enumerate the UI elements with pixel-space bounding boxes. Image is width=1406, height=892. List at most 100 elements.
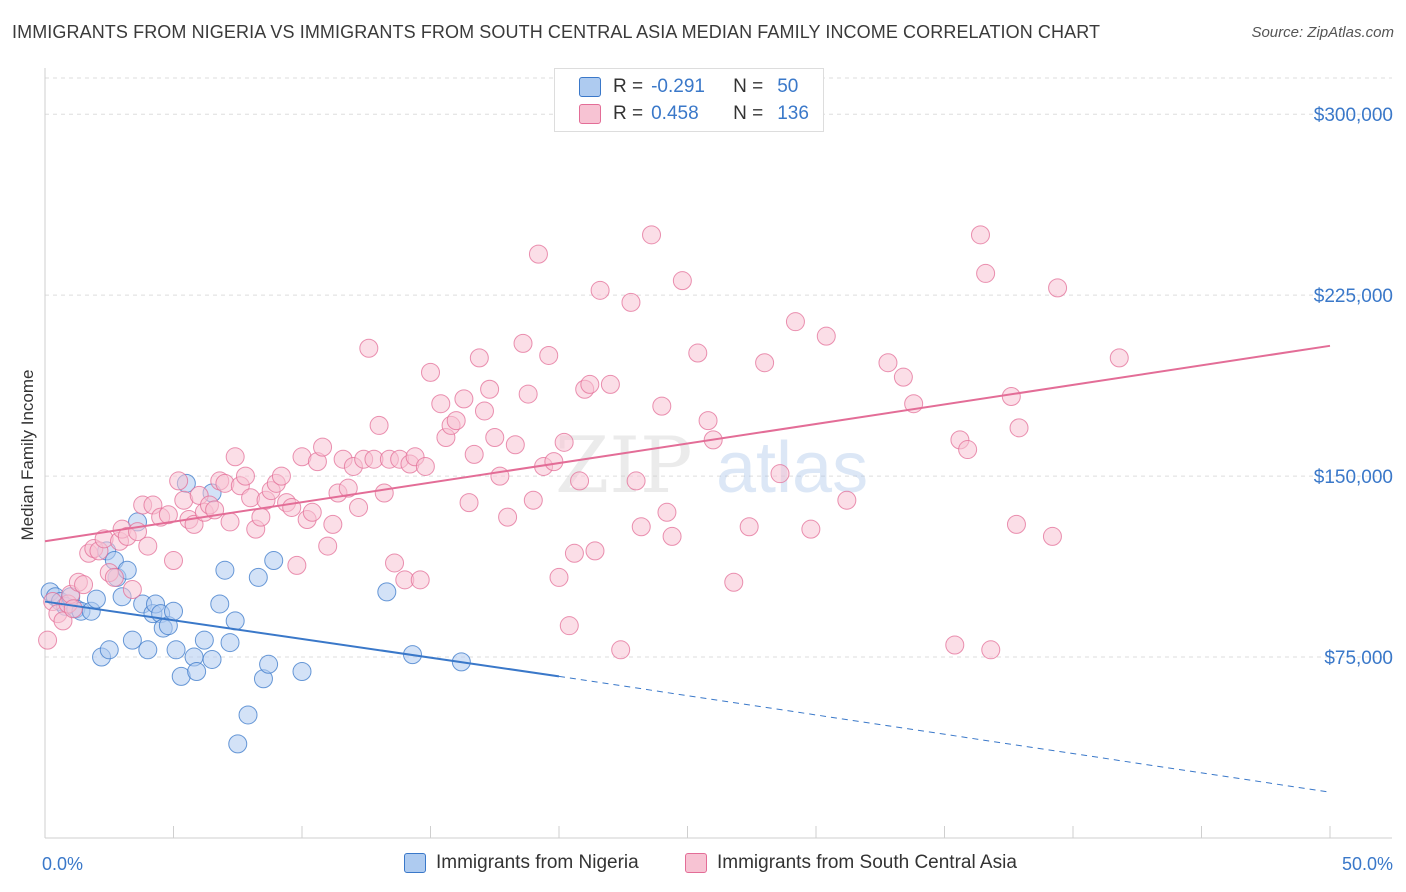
data-point-sca xyxy=(652,396,672,416)
data-point-nigeria xyxy=(292,662,312,682)
data-point-sca xyxy=(837,490,857,510)
data-point-sca xyxy=(74,575,94,595)
data-point-sca xyxy=(544,452,564,472)
data-point-nigeria xyxy=(210,594,230,614)
x-tick-label-max: 50.0% xyxy=(1342,854,1393,874)
data-point-sca xyxy=(235,466,255,486)
data-point-sca xyxy=(313,437,333,457)
legend-item-nigeria: Immigrants from Nigeria xyxy=(404,852,639,874)
data-point-sca xyxy=(672,271,692,291)
data-point-sca xyxy=(970,225,990,245)
data-point-sca xyxy=(698,411,718,431)
data-point-sca xyxy=(642,225,662,245)
legend-r-value: 0.458 xyxy=(651,103,699,124)
data-point-sca xyxy=(323,514,343,534)
legend-n-value: 136 xyxy=(777,103,809,124)
data-point-nigeria xyxy=(86,589,106,609)
data-point-sca xyxy=(474,401,494,421)
data-point-nigeria xyxy=(228,734,248,754)
data-point-nigeria xyxy=(187,662,207,682)
data-point-sca xyxy=(958,440,978,460)
data-point-sca xyxy=(369,415,389,435)
data-point-sca xyxy=(816,326,836,346)
series-south-central-asia xyxy=(38,225,1129,660)
legend-r-label: R = xyxy=(613,76,644,97)
data-point-sca xyxy=(164,551,183,571)
data-point-sca xyxy=(549,567,569,587)
data-point-sca xyxy=(359,338,379,358)
data-point-sca xyxy=(38,630,58,650)
data-point-sca xyxy=(688,343,708,363)
data-point-nigeria xyxy=(259,654,279,674)
x-tick-label-min: 0.0% xyxy=(42,854,83,874)
data-point-nigeria xyxy=(377,582,397,602)
data-point-sca xyxy=(271,466,291,486)
data-point-sca xyxy=(490,466,510,486)
data-point-sca xyxy=(385,553,405,573)
series-legend: Immigrants from Nigeria Immigrants from … xyxy=(0,852,1406,878)
trend-line-nigeria xyxy=(44,600,560,678)
data-point-sca xyxy=(410,570,430,590)
legend-swatch-blue xyxy=(579,77,601,97)
data-point-sca xyxy=(893,367,913,387)
chart-source: Source: ZipAtlas.com xyxy=(1251,24,1394,41)
legend-n-value: 50 xyxy=(777,76,799,97)
data-point-sca xyxy=(469,348,489,368)
data-point-sca xyxy=(220,512,240,532)
data-point-nigeria xyxy=(122,630,142,650)
data-point-sca xyxy=(724,572,744,592)
data-point-sca xyxy=(564,543,584,563)
trend-line-nigeria-extension xyxy=(558,675,1331,793)
data-point-sca xyxy=(1006,514,1026,534)
data-point-sca xyxy=(158,505,178,525)
data-point-sca xyxy=(1009,418,1029,438)
data-point-sca xyxy=(498,507,518,527)
data-point-sca xyxy=(138,536,158,556)
correlation-legend: R = -0.291 N = 50 R = 0.458 N = 136 xyxy=(554,68,824,132)
legend-swatch-nigeria xyxy=(404,853,426,873)
data-point-sca xyxy=(104,567,124,587)
data-point-nigeria xyxy=(238,705,258,725)
data-point-sca xyxy=(976,263,996,283)
data-point-sca xyxy=(480,379,500,399)
data-point-nigeria xyxy=(164,601,183,621)
data-point-sca xyxy=(415,456,435,476)
data-point-nigeria xyxy=(225,611,245,631)
data-point-sca xyxy=(122,579,142,599)
data-point-sca xyxy=(657,502,677,522)
data-point-sca xyxy=(554,432,574,452)
data-point-sca xyxy=(454,389,474,409)
data-point-sca xyxy=(631,517,651,537)
data-point-sca xyxy=(570,471,590,491)
data-point-sca xyxy=(63,599,83,619)
data-point-sca xyxy=(225,447,245,467)
data-point-sca xyxy=(485,427,505,447)
data-point-sca xyxy=(338,478,358,498)
axes xyxy=(44,68,1392,839)
legend-swatch-sca xyxy=(685,853,707,873)
data-point-sca xyxy=(585,541,605,561)
y-tick-label: $225,000 xyxy=(1314,286,1393,307)
data-point-sca xyxy=(523,490,543,510)
legend-label-sca: Immigrants from South Central Asia xyxy=(717,852,1017,873)
data-point-sca xyxy=(318,536,338,556)
legend-r-value: -0.291 xyxy=(651,76,705,97)
legend-row-sca: R = 0.458 N = 136 xyxy=(579,101,809,127)
data-point-sca xyxy=(528,244,548,264)
legend-r-label: R = xyxy=(613,103,644,124)
data-point-nigeria xyxy=(264,551,284,571)
data-point-sca xyxy=(513,333,533,353)
legend-swatch-pink xyxy=(579,104,601,124)
legend-item-sca: Immigrants from South Central Asia xyxy=(685,852,1017,874)
data-point-nigeria xyxy=(248,567,268,587)
data-point-sca xyxy=(282,497,302,517)
y-tick-label: $150,000 xyxy=(1314,467,1393,488)
data-point-sca xyxy=(621,292,641,312)
data-point-sca xyxy=(169,471,189,491)
data-point-sca xyxy=(374,483,394,503)
data-point-sca xyxy=(662,526,682,546)
data-point-nigeria xyxy=(99,640,119,660)
chart-title: IMMIGRANTS FROM NIGERIA VS IMMIGRANTS FR… xyxy=(12,22,1101,42)
trend-line-sca xyxy=(44,344,1331,543)
